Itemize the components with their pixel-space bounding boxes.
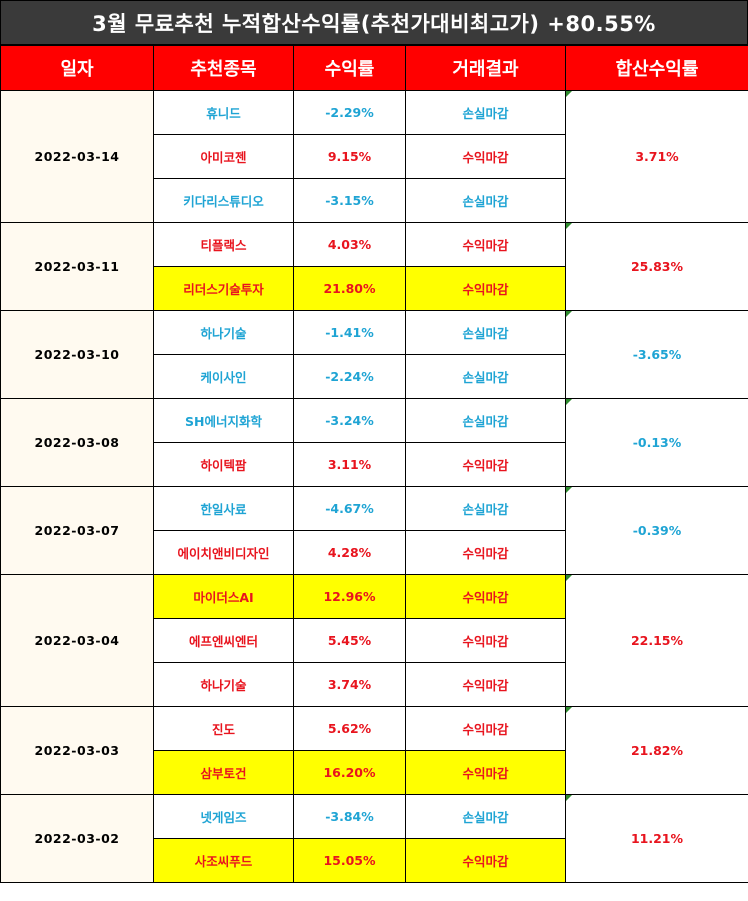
total-return-cell: 22.15% (565, 574, 748, 707)
table-row: 2022-03-07 한일사료 -4.67% 손실마감 -0.39% (0, 486, 748, 575)
rate-cell: 12.96% (293, 574, 406, 619)
result-cell: 수익마감 (405, 442, 566, 487)
result-cell: 손실마감 (405, 310, 566, 355)
stock-name-cell: 에이치앤비디자인 (153, 530, 294, 575)
header-total: 합산수익률 (565, 45, 748, 91)
total-return-cell: 21.82% (565, 706, 748, 795)
result-cell: 손실마감 (405, 398, 566, 443)
date-cell: 2022-03-04 (0, 574, 154, 707)
result-cell: 수익마감 (405, 222, 566, 267)
stock-name-cell: 에프엔씨엔터 (153, 618, 294, 663)
table-row: 에프엔씨엔터 5.45% 수익마감 (1, 618, 748, 663)
table-row: 2022-03-08 SH에너지화학 -3.24% 손실마감 -0.13% (0, 398, 748, 487)
table-row: 케이사인 -2.24% 손실마감 (1, 354, 748, 399)
result-cell: 수익마감 (405, 574, 566, 619)
result-cell: 손실마감 (405, 794, 566, 839)
stock-name-cell: 넷게임즈 (153, 794, 294, 839)
table-row: 2022-03-10 하나기술 -1.41% 손실마감 -3.65% (0, 310, 748, 399)
stock-name-cell: 휴니드 (153, 90, 294, 135)
rate-cell: -4.67% (293, 486, 406, 531)
rate-cell: 4.03% (293, 222, 406, 267)
table-row: 하이텍팜 3.11% 수익마감 (1, 442, 748, 487)
rate-cell: 5.62% (293, 706, 406, 751)
table-row: 에이치앤비디자인 4.28% 수익마감 (1, 530, 748, 575)
result-cell: 수익마감 (405, 838, 566, 883)
stock-name-cell: 리더스기술투자 (153, 266, 294, 311)
header-rate: 수익률 (293, 45, 406, 91)
stock-name-cell: 아미코젠 (153, 134, 294, 179)
stock-name-cell: 마이더스AI (153, 574, 294, 619)
result-cell: 수익마감 (405, 706, 566, 751)
page-title: 3월 무료추천 누적합산수익률(추천가대비최고가) +80.55% (0, 0, 748, 45)
table-row: 키다리스튜디오 -3.15% 손실마감 (1, 178, 748, 223)
table-row: 사조씨푸드 15.05% 수익마감 (1, 838, 748, 883)
table-row: 리더스기술투자 21.80% 수익마감 (1, 266, 748, 311)
stock-name-cell: 사조씨푸드 (153, 838, 294, 883)
rate-cell: -3.24% (293, 398, 406, 443)
rate-cell: 4.28% (293, 530, 406, 575)
result-cell: 손실마감 (405, 178, 566, 223)
stock-name-cell: 티플랙스 (153, 222, 294, 267)
header-stock: 추천종목 (153, 45, 294, 91)
total-return-cell: -3.65% (565, 310, 748, 399)
rate-cell: -2.29% (293, 90, 406, 135)
result-cell: 수익마감 (405, 750, 566, 795)
date-cell: 2022-03-07 (0, 486, 154, 575)
stock-name-cell: 키다리스튜디오 (153, 178, 294, 223)
rate-cell: -1.41% (293, 310, 406, 355)
stock-name-cell: 하나기술 (153, 662, 294, 707)
total-return-cell: 25.83% (565, 222, 748, 311)
result-cell: 수익마감 (405, 618, 566, 663)
header-result: 거래결과 (405, 45, 566, 91)
date-cell: 2022-03-10 (0, 310, 154, 399)
stock-name-cell: 하나기술 (153, 310, 294, 355)
returns-table: 일자 추천종목 수익률 거래결과 합산수익률 2022-03-14 휴니드 -2.2… (0, 45, 748, 883)
date-cell: 2022-03-11 (0, 222, 154, 311)
header-date: 일자 (0, 45, 154, 91)
table-row: 2022-03-14 휴니드 -2.29% 손실마감 3.71% (0, 90, 748, 223)
rate-cell: -2.24% (293, 354, 406, 399)
stock-name-cell: 진도 (153, 706, 294, 751)
stock-name-cell: 한일사료 (153, 486, 294, 531)
table-row: 2022-03-03 진도 5.62% 수익마감 21.82% (0, 706, 748, 795)
result-cell: 수익마감 (405, 662, 566, 707)
table-row: 2022-03-02 넷게임즈 -3.84% 손실마감 11.21% (0, 794, 748, 883)
result-cell: 손실마감 (405, 354, 566, 399)
date-cell: 2022-03-02 (0, 794, 154, 883)
result-cell: 수익마감 (405, 530, 566, 575)
date-cell: 2022-03-14 (0, 90, 154, 223)
total-return-cell: -0.13% (565, 398, 748, 487)
table-row: 삼부토건 16.20% 수익마감 (1, 750, 748, 795)
table-header-row: 일자 추천종목 수익률 거래결과 합산수익률 (0, 45, 748, 91)
total-return-cell: -0.39% (565, 486, 748, 575)
stock-name-cell: 케이사인 (153, 354, 294, 399)
rate-cell: 16.20% (293, 750, 406, 795)
result-cell: 수익마감 (405, 266, 566, 311)
rate-cell: 15.05% (293, 838, 406, 883)
stock-name-cell: 삼부토건 (153, 750, 294, 795)
result-cell: 손실마감 (405, 90, 566, 135)
rate-cell: -3.15% (293, 178, 406, 223)
result-cell: 손실마감 (405, 486, 566, 531)
rate-cell: 21.80% (293, 266, 406, 311)
total-return-cell: 3.71% (565, 90, 748, 223)
date-cell: 2022-03-03 (0, 706, 154, 795)
rate-cell: 3.11% (293, 442, 406, 487)
rate-cell: -3.84% (293, 794, 406, 839)
table-body: 2022-03-14 휴니드 -2.29% 손실마감 3.71% 아미코젠 9.15% 수익마… (0, 90, 748, 883)
stock-name-cell: SH에너지화학 (153, 398, 294, 443)
rate-cell: 3.74% (293, 662, 406, 707)
result-cell: 수익마감 (405, 134, 566, 179)
table-row: 2022-03-11 티플랙스 4.03% 수익마감 25.83% (0, 222, 748, 311)
rate-cell: 9.15% (293, 134, 406, 179)
stock-name-cell: 하이텍팜 (153, 442, 294, 487)
total-return-cell: 11.21% (565, 794, 748, 883)
table-row: 2022-03-04 마이더스AI 12.96% 수익마감 22.15% (0, 574, 748, 707)
rate-cell: 5.45% (293, 618, 406, 663)
date-cell: 2022-03-08 (0, 398, 154, 487)
